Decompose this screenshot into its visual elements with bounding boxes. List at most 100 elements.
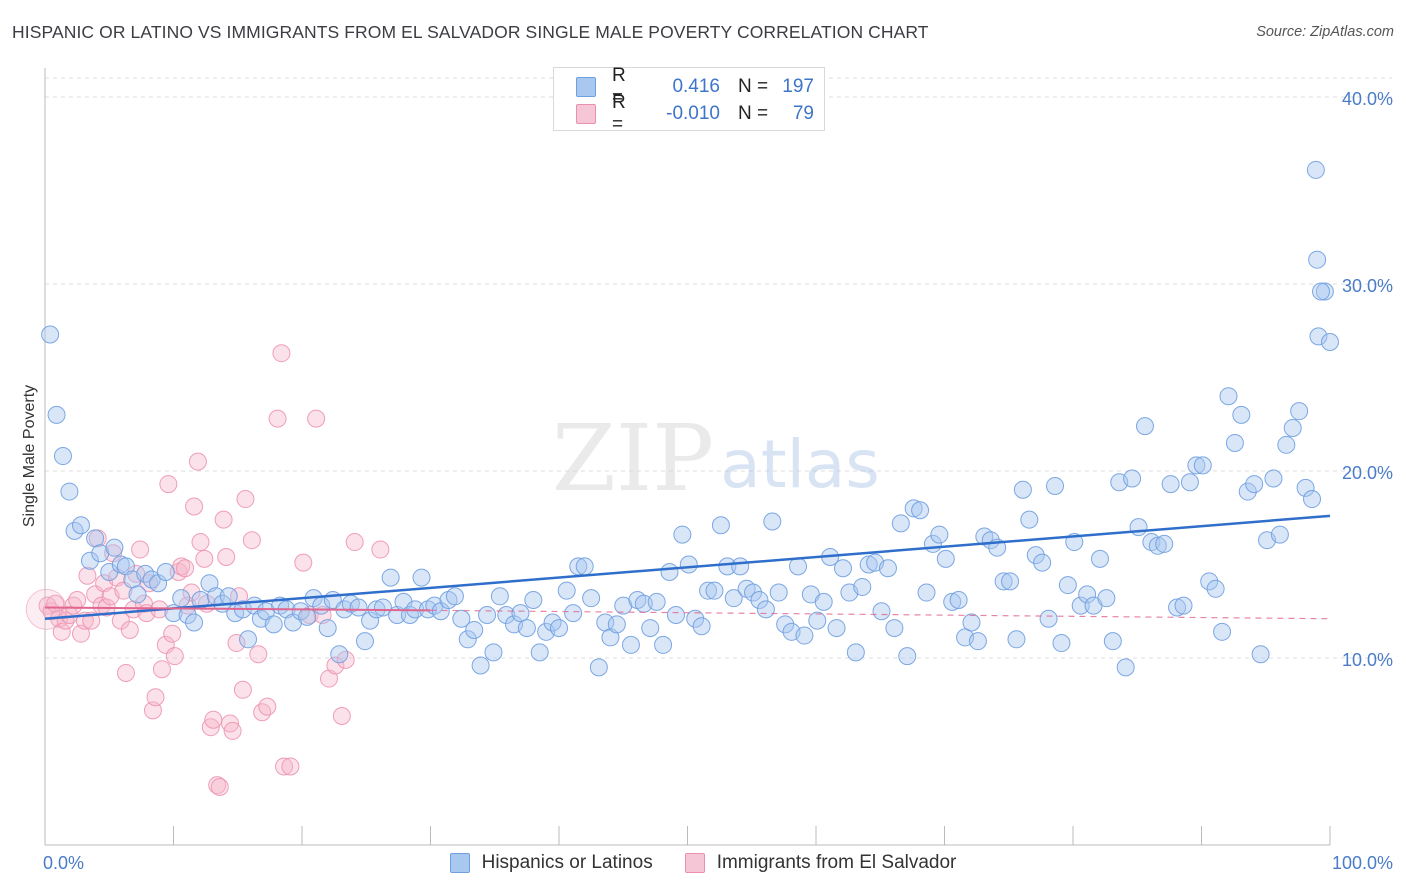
data-point-hispanics [116,557,135,576]
data-point-hispanics [80,551,99,570]
data-point-el-salvador [227,634,246,653]
data-point-el-salvador [319,669,338,688]
data-point-hispanics [891,514,910,533]
data-point-el-salvador [195,549,214,568]
data-point-hispanics [898,647,917,666]
x-tick-label: 100.0% [1332,853,1393,873]
data-point-hispanics [853,577,872,596]
data-point-hispanics [1245,475,1264,494]
legend-n-label: N = [738,76,769,97]
data-point-el-salvador [223,721,242,740]
data-point-el-salvador [182,583,201,602]
data-point-hispanics [589,658,608,677]
data-point-hispanics [1007,630,1026,649]
data-point-hispanics [930,525,949,544]
data-point-hispanics [789,557,808,576]
data-point-hispanics [1033,553,1052,572]
data-point-hispanics [1187,456,1206,475]
data-point-hispanics [264,615,283,634]
data-point-hispanics [1321,332,1339,351]
data-point-hispanics [91,544,110,563]
data-point-hispanics [564,604,583,623]
data-point-el-salvador [52,622,71,641]
data-point-el-salvador [188,452,207,471]
data-point-el-salvador [191,533,210,552]
data-point-hispanics [718,557,737,576]
data-point-hispanics [1251,645,1270,664]
data-point-hispanics [373,598,392,617]
data-point-hispanics [471,656,490,675]
data-point-el-salvador [25,588,67,630]
data-point-hispanics [968,632,987,651]
data-point-hispanics [1135,417,1154,436]
data-point-hispanics [795,626,814,645]
data-point-hispanics [452,609,471,628]
grid-lines [45,77,1392,659]
data-point-hispanics [949,591,968,610]
data-point-hispanics [298,607,317,626]
data-point-hispanics [601,628,620,647]
data-point-hispanics [731,557,750,576]
data-point-el-salvador [275,757,294,776]
data-point-hispanics [557,581,576,600]
data-point-hispanics [1296,478,1315,497]
data-point-hispanics [219,587,238,606]
data-point-el-salvador [345,533,364,552]
data-point-el-salvador [233,680,252,699]
legend-item-el-salvador: Immigrants from El Salvador [684,852,956,874]
data-point-el-salvador [163,624,182,643]
correlation-legend: R = 0.416 N = 197 R = -0.010 N = 79 [553,65,825,135]
y-tick-label: 10.0% [1342,650,1393,670]
data-point-hispanics [607,615,626,634]
data-point-hispanics [917,583,936,602]
data-point-hispanics [1052,634,1071,653]
data-point-hispanics [172,589,191,608]
data-point-el-salvador [159,475,178,494]
data-point-el-salvador [210,778,229,797]
data-point-hispanics [614,596,633,615]
data-point-hispanics [1283,418,1302,437]
data-point-hispanics [1078,585,1097,604]
data-point-hispanics [458,630,477,649]
data-point-el-salvador [185,497,204,516]
data-point-hispanics [349,598,368,617]
data-point-hispanics [872,602,891,621]
data-point-hispanics [1046,476,1065,495]
data-point-hispanics [1174,596,1193,615]
data-point-hispanics [776,615,795,634]
data-point-el-salvador [242,531,261,550]
data-point-hispanics [621,635,640,654]
x-tick-label: 0.0% [43,853,84,873]
data-point-hispanics [318,619,337,638]
watermark-zip: ZIP [552,405,714,512]
data-point-hispanics [1225,433,1244,452]
data-point-hispanics [1168,598,1187,617]
data-point-el-salvador [204,710,223,729]
data-point-el-salvador [236,490,255,509]
data-point-hispanics [686,609,705,628]
data-point-hispanics [943,592,962,611]
data-point-hispanics [1206,579,1225,598]
data-point-hispanics [1161,475,1180,494]
data-point-hispanics [769,583,788,602]
data-point-hispanics [711,516,730,535]
data-point-el-salvador [268,409,287,428]
data-point-el-salvador [272,344,291,363]
data-point-hispanics [1232,405,1251,424]
legend-r-value: -0.010 [666,103,720,124]
data-point-hispanics [673,525,692,544]
data-point-hispanics [490,587,509,606]
data-point-el-salvador [221,714,240,733]
data-point-el-salvador [217,548,236,567]
data-point-hispanics [86,529,105,548]
data-point-el-salvador [307,409,326,428]
data-point-hispanics [1123,469,1142,488]
watermark: ZIP atlas [552,405,880,512]
legend-n-value: 79 [792,103,814,124]
trend-line-el-salvador [44,606,431,612]
data-point-hispanics [200,574,219,593]
data-point-hispanics [692,617,711,636]
data-point-hispanics [524,591,543,610]
data-point-hispanics [1001,572,1020,591]
